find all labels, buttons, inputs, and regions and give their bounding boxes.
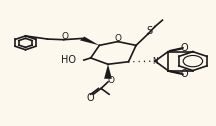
Text: O: O <box>114 34 121 43</box>
Polygon shape <box>104 64 112 79</box>
Text: O: O <box>61 32 68 41</box>
Text: N: N <box>152 57 158 66</box>
Text: O: O <box>181 43 189 53</box>
Text: O: O <box>181 69 189 79</box>
Polygon shape <box>80 37 99 45</box>
Text: O: O <box>107 76 114 85</box>
Text: O: O <box>87 93 95 103</box>
Text: S: S <box>146 26 152 36</box>
Text: HO: HO <box>61 55 76 65</box>
